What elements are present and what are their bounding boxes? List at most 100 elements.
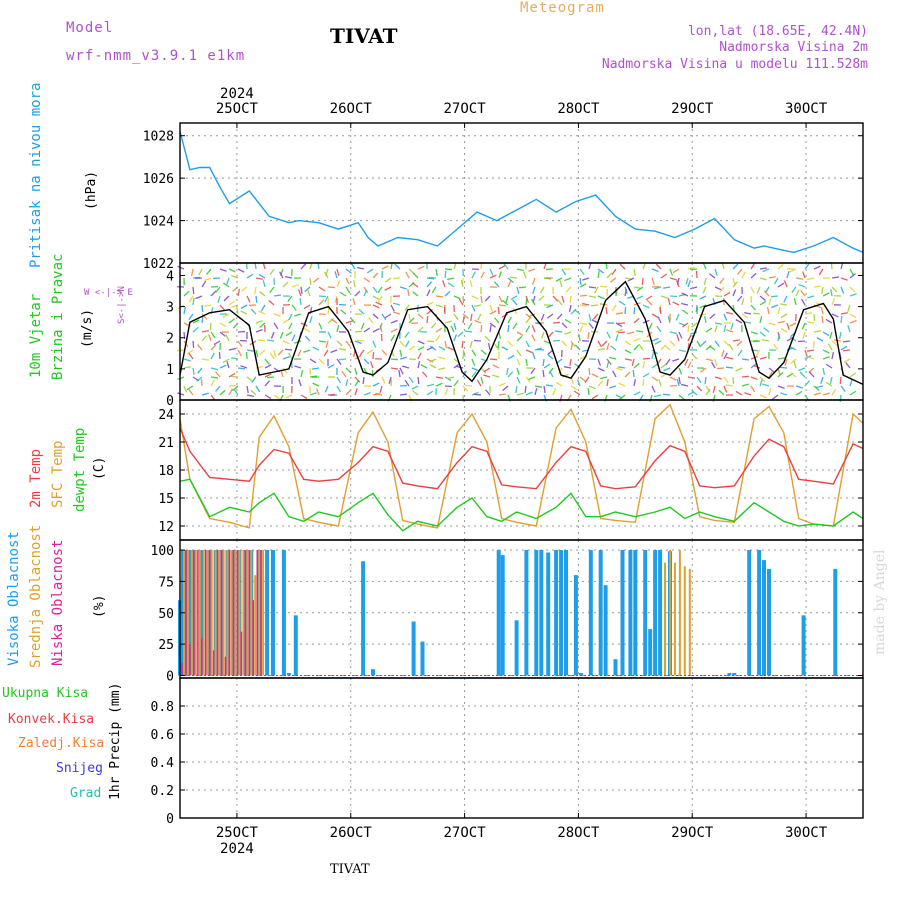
high-cloud-bar <box>539 550 544 676</box>
low-cloud-bar <box>189 644 191 676</box>
ytick-label: 50 <box>158 607 174 622</box>
high-cloud-bar <box>620 550 625 676</box>
low-cloud-bar <box>185 550 187 676</box>
xtick-label-bottom: 28OCT <box>557 825 600 841</box>
ytick-label: 1 <box>166 363 174 378</box>
mid-cloud-bar <box>186 550 189 676</box>
mid-cloud-bar <box>210 550 213 676</box>
ytick-label: 100 <box>151 544 174 559</box>
ytick-label: 24 <box>158 408 174 423</box>
xtick-label-top: 27OCT <box>444 101 487 117</box>
ytick-label: 1024 <box>143 215 174 230</box>
high-cloud-bar <box>767 568 771 676</box>
legend-hail: Grad <box>70 786 102 801</box>
ytick-label: 0 <box>166 394 174 409</box>
ytick-label: 1022 <box>143 257 174 272</box>
high-cloud-bar <box>559 550 564 676</box>
ytick-label: 75 <box>158 575 174 590</box>
xtick-label-top: 29OCT <box>671 101 714 117</box>
high-cloud-bar <box>762 560 766 676</box>
legend-total-rain: Ukupna Kisa <box>2 686 89 701</box>
high-cloud-bar <box>293 615 298 676</box>
high-cloud-bar <box>603 585 608 676</box>
high-cloud-bar <box>411 621 416 676</box>
mid-cloud-bar <box>198 550 201 676</box>
low-cloud-bar <box>212 650 215 676</box>
high-cloud-bar <box>371 669 375 676</box>
model-label: Model <box>66 20 114 36</box>
mid-cloud-bar <box>218 550 221 676</box>
high-cloud-bar <box>546 552 551 676</box>
xtick-label-bottom: 26OCT <box>330 825 373 841</box>
high-cloud-bar <box>286 673 291 676</box>
wind-panel-frame <box>179 262 864 401</box>
mid-cloud-bar <box>254 575 257 676</box>
wind-speed-line <box>179 280 864 386</box>
high-cloud-bar <box>643 550 648 676</box>
high-cloud-bar <box>564 550 568 676</box>
mid-cloud-bar <box>688 568 691 676</box>
year-label-top: 2024 <box>220 86 254 102</box>
low-cloud-bar <box>236 550 239 676</box>
bottom-station-label: TIVAT <box>330 862 370 877</box>
ytick-label: 2 <box>166 332 174 347</box>
high-cloud-bar <box>653 550 658 676</box>
mid-cloud-bar <box>246 550 249 676</box>
low-cloud-bar <box>252 600 254 676</box>
high-cloud-bar <box>833 568 838 676</box>
year-label-bottom: 2024 <box>220 841 254 857</box>
high-cloud-bar <box>747 550 752 676</box>
ytick-label: 18 <box>158 464 174 479</box>
meteogram-label: Meteogram <box>520 0 605 16</box>
lonlat-label: lon,lat (18.65E, 42.4N) <box>687 24 868 39</box>
high-cloud-bar <box>727 673 732 676</box>
xtick-label-top: 30OCT <box>785 101 828 117</box>
low-cloud-bar <box>216 550 219 676</box>
high-cloud-bar <box>500 555 505 676</box>
xtick-label-bottom: 27OCT <box>444 825 487 841</box>
wind-arrow-field <box>176 261 857 403</box>
legend-frozen-rain: Zaledj.Kisa <box>18 736 105 751</box>
high-cloud-bar <box>361 561 366 676</box>
low-cloud-bar <box>201 637 203 676</box>
high-cloud-bar <box>801 615 806 676</box>
high-cloud-bar <box>534 550 539 676</box>
high-cloud-bar <box>496 550 501 676</box>
high-cloud-bar <box>281 550 286 676</box>
high-cloud-bar <box>648 629 653 676</box>
mid-cloud-bar <box>673 562 676 676</box>
low-cloud-bar <box>181 662 183 676</box>
high-cloud-bar <box>757 550 762 676</box>
xtick-label-bottom: 29OCT <box>671 825 714 841</box>
pressure-panel-frame <box>179 122 864 264</box>
mid-cloud-bar <box>262 550 265 676</box>
low-cloud-bar <box>248 550 250 676</box>
high-cloud-bar <box>524 550 529 676</box>
ytick-label: 0.8 <box>151 700 174 715</box>
ytick-label: 3 <box>166 301 174 316</box>
ytick-label: 0.2 <box>151 784 174 799</box>
mid-cloud-bar <box>250 550 253 676</box>
high-cloud-bar <box>199 550 204 676</box>
ytick-label: 25 <box>158 638 174 653</box>
sfc-temp-line <box>179 403 864 529</box>
ytick-label: 15 <box>158 492 174 507</box>
2m-temp-line <box>179 427 864 490</box>
model-elevation-label: Nadmorska Visina u modelu 111.528m <box>601 57 868 72</box>
mid-cloud-bar <box>258 550 261 676</box>
high-cloud-bar <box>271 550 275 676</box>
elevation-label: Nadmorska Visina 2m <box>719 40 868 55</box>
xtick-label-top: 25OCT <box>216 101 259 117</box>
ytick-label: 21 <box>158 436 174 451</box>
xtick-label-bottom: 25OCT <box>216 825 259 841</box>
ytick-label: 0.4 <box>151 756 175 771</box>
ytick-label: 1028 <box>143 130 174 145</box>
mid-cloud-bar <box>683 566 686 676</box>
high-cloud-bar <box>633 550 638 676</box>
ytick-label: 12 <box>158 520 174 535</box>
low-cloud-bar <box>232 550 235 676</box>
high-cloud-bar <box>573 575 578 676</box>
low-cloud-bar <box>240 631 243 676</box>
low-cloud-bar <box>197 550 199 676</box>
ytick-label: 0 <box>166 669 174 684</box>
